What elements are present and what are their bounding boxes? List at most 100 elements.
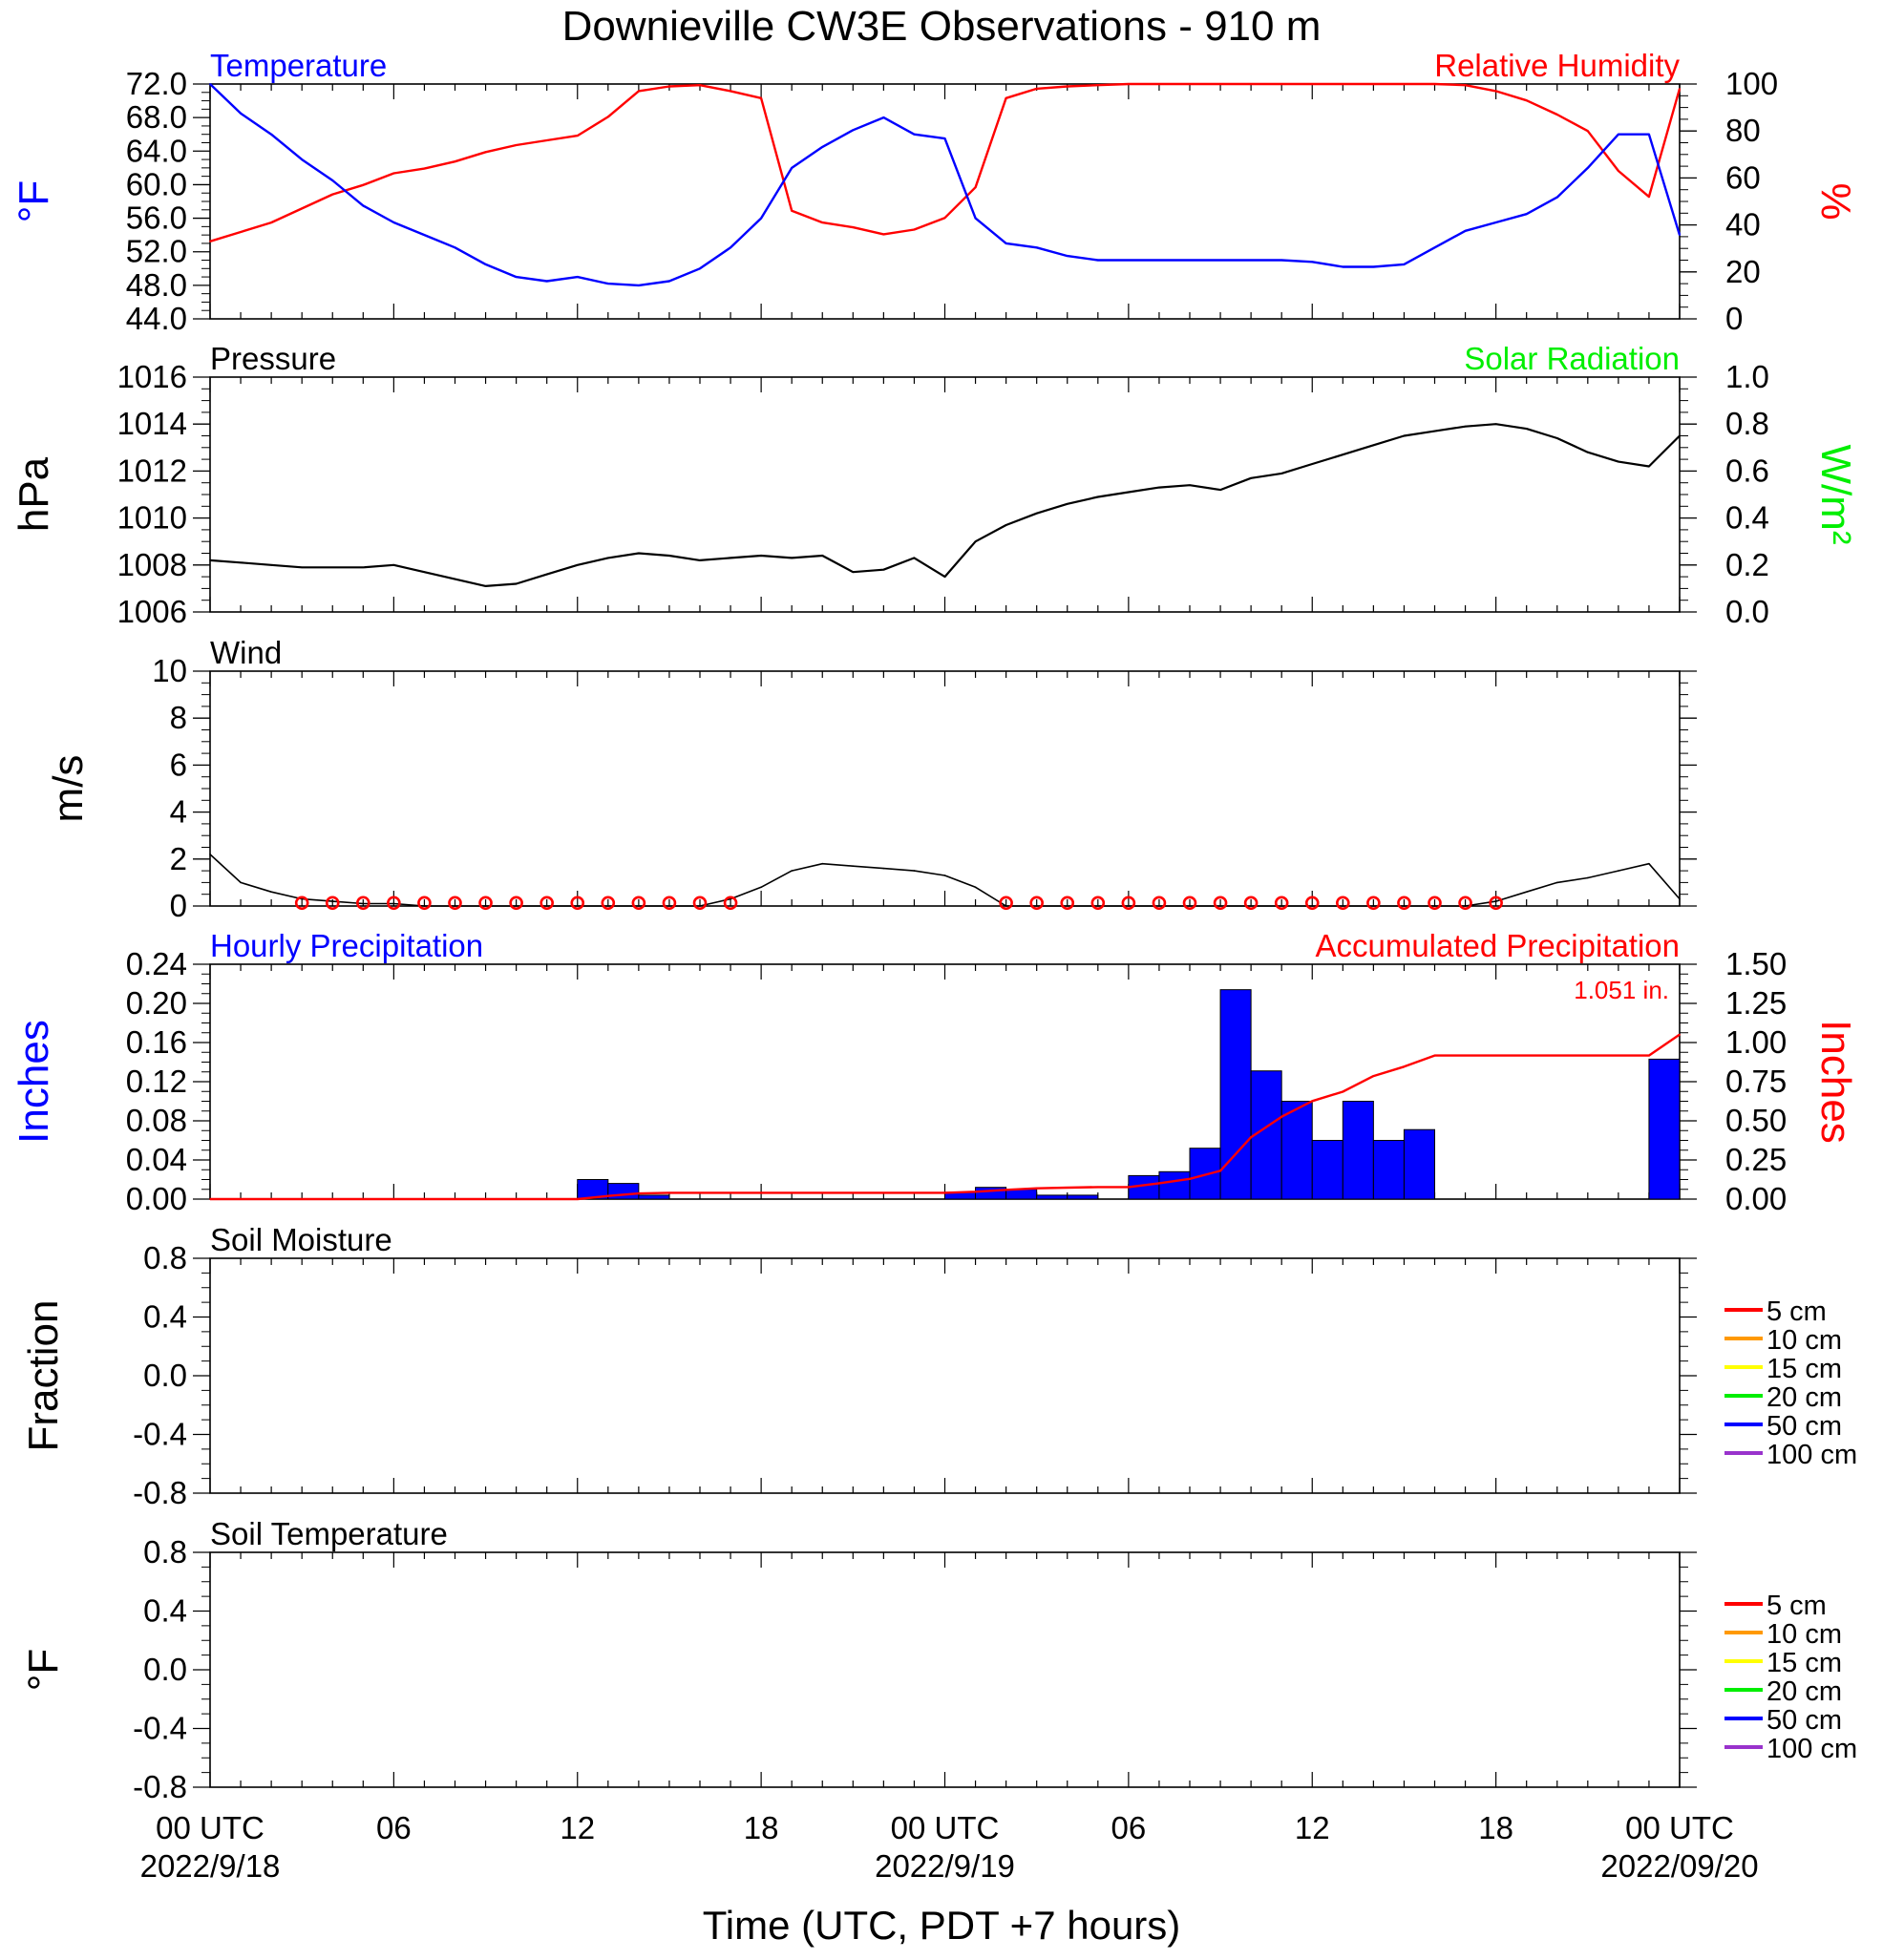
wind-tick-label: 2 (170, 841, 187, 876)
precip-bar (1036, 1194, 1068, 1200)
humidity-series-point (423, 167, 426, 170)
accum-precip-series-point (1342, 1090, 1344, 1093)
temperature-tick-label: 60.0 (126, 166, 187, 201)
calm-wind-marker (1152, 896, 1167, 911)
temperature-series-point (638, 285, 640, 286)
humidity-series-point (1525, 99, 1528, 102)
panel-frame-temperature (209, 83, 1681, 320)
temperature-series-point (882, 116, 885, 118)
soil-moisture-tick-label: -0.4 (133, 1417, 187, 1452)
pressure-series-point (913, 557, 916, 559)
temperature-series-point (1158, 259, 1160, 262)
accum-precip-series-point (1433, 1054, 1436, 1057)
humidity-series-point (1005, 96, 1007, 99)
calm-wind-marker (1489, 896, 1503, 911)
humidity-series-point (1066, 85, 1068, 88)
calm-wind-marker (601, 896, 616, 911)
calm-wind-marker (294, 896, 309, 911)
pressure-series-point (1342, 453, 1344, 455)
accum-precip-series (210, 1033, 1681, 1201)
precip-bar (638, 1194, 670, 1200)
humidity-series-point (1189, 83, 1191, 85)
temperature-series-point (362, 204, 365, 207)
pressure-series-point (607, 557, 609, 559)
accum-precip-tick-label: 1.00 (1725, 1024, 1787, 1060)
precip-bar (1372, 1140, 1405, 1200)
pressure-series-point (576, 564, 579, 566)
pressure-series-point (423, 571, 426, 573)
soil-temperature-legend-label: 50 cm (1767, 1705, 1842, 1736)
soil-temperature-tick-label: -0.4 (133, 1711, 187, 1746)
temperature-series-point (1464, 229, 1467, 232)
precip-bar (1219, 989, 1252, 1200)
wind-series-point (454, 905, 456, 907)
soil-moisture-tick-label: 0.0 (143, 1358, 187, 1393)
wind-tick-label: 6 (170, 747, 187, 782)
calm-wind-marker (631, 896, 646, 911)
wind-series-point (943, 875, 946, 876)
calm-wind-marker (1304, 896, 1320, 911)
temperature-series-point (607, 283, 609, 285)
accum-precip-series-point (209, 1198, 211, 1200)
pressure-series-point (454, 578, 456, 580)
temperature-tick-label: 44.0 (126, 301, 187, 336)
accum-precip-tick-label: 1.25 (1725, 985, 1787, 1021)
temperature-series-point (791, 167, 793, 169)
x-axis-title: Time (UTC, PDT +7 hours) (703, 1903, 1181, 1948)
pressure-series-point (852, 571, 855, 573)
wind-series-point (423, 905, 426, 907)
pressure-tick-label: 1008 (117, 547, 187, 582)
wind-tick-label: 8 (170, 700, 187, 735)
humidity-series-point (1464, 84, 1467, 87)
wind-series-point (545, 905, 548, 907)
accum-precip-series-point (1311, 1100, 1314, 1103)
x-tick-label: 00 UTC (156, 1810, 264, 1845)
wind-series-point (270, 891, 272, 894)
wind-series-point (974, 886, 977, 889)
precip-total-label: 1.051 in. (1574, 976, 1669, 1004)
accum-precip-series-point (1403, 1065, 1406, 1068)
temperature-series-point (301, 158, 303, 160)
x-tick-label: 12 (1295, 1810, 1330, 1845)
soil-moisture-legend-label: 50 cm (1767, 1411, 1842, 1442)
pressure-series-point (1648, 465, 1650, 468)
temperature-series-point (943, 137, 946, 139)
wind-series-point (730, 897, 731, 900)
temperature-tick-label: 68.0 (126, 99, 187, 135)
humidity-series-point (1372, 83, 1375, 85)
calm-wind-marker (356, 896, 370, 911)
temperature-series (209, 83, 1682, 287)
wind-series-point (1250, 905, 1252, 907)
accum-precip-title: Accumulated Precipitation (1315, 928, 1680, 963)
pressure-series-point (515, 582, 518, 585)
precip-bar (1311, 1140, 1343, 1200)
pressure-series-point (1311, 463, 1314, 465)
accum-precip-tick-label: 0.25 (1725, 1142, 1787, 1177)
calm-wind-marker (1428, 896, 1442, 911)
humidity-series-point (821, 221, 824, 223)
wind-series-point (882, 867, 885, 870)
wind-series-point (1464, 905, 1467, 907)
temperature-series-point (1189, 259, 1191, 262)
x-tick-label: 12 (560, 1810, 595, 1845)
wind-series-point (1189, 905, 1191, 907)
precip-bar (1005, 1189, 1038, 1200)
pressure-series-point (1158, 486, 1160, 489)
humidity-series-point (545, 139, 548, 141)
solar-title: Solar Radiation (1464, 341, 1680, 376)
precip-bar (1067, 1194, 1099, 1200)
humidity-series-point (270, 221, 272, 223)
temperature-series-point (1066, 255, 1068, 257)
wind-series-point (1525, 891, 1528, 894)
temperature-series-point (270, 133, 272, 136)
calm-wind-marker (387, 896, 401, 911)
wind-series-point (1679, 897, 1681, 900)
calm-wind-marker (325, 896, 340, 911)
calm-wind-marker (448, 896, 462, 911)
pressure-series-point (1433, 430, 1436, 432)
wind-series-point (699, 905, 701, 907)
soil-temperature-tick-label: 0.8 (143, 1534, 187, 1570)
pressure-series-point (1250, 476, 1252, 479)
pressure-series (209, 423, 1681, 587)
humidity-series-point (1555, 114, 1558, 116)
